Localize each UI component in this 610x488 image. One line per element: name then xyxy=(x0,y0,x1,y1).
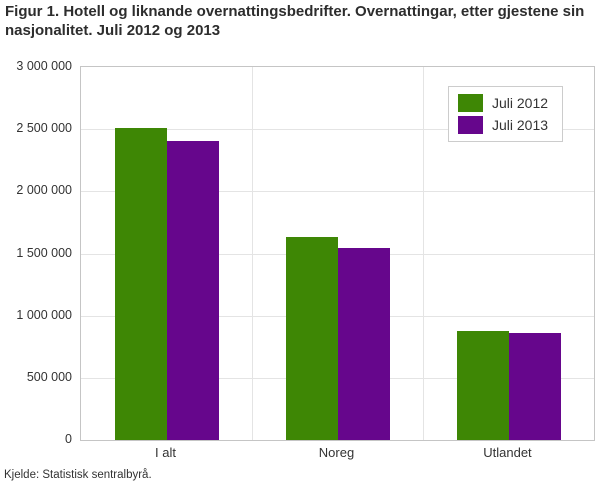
legend-swatch-juli-2012 xyxy=(458,94,483,112)
x-category-label: I alt xyxy=(155,445,176,460)
bar-group-noreg xyxy=(252,67,423,440)
y-tick-label: 2 500 000 xyxy=(16,121,72,136)
gridline-horizontal xyxy=(81,191,594,193)
bar-group-i-alt xyxy=(81,67,252,440)
legend-label: Juli 2012 xyxy=(492,95,549,111)
bar-group-utlandet xyxy=(423,67,594,440)
x-category-label: Noreg xyxy=(318,445,355,460)
x-axis-labels: I alt Noreg Utlandet xyxy=(80,445,593,460)
source-note: Kjelde: Statistisk sentralbyrå. xyxy=(4,469,152,481)
y-tick-label: 3 000 000 xyxy=(16,59,72,73)
gridline-vertical xyxy=(252,67,253,440)
bar-juli-2013-noreg xyxy=(337,247,390,440)
gridline-horizontal xyxy=(81,129,594,131)
y-tick-label: 500 000 xyxy=(26,369,72,384)
y-axis-labels: 0 500 000 1 000 000 1 500 000 2 000 000 2 500… xyxy=(0,59,72,446)
y-tick-label: 1 000 000 xyxy=(16,307,72,322)
y-tick-label: 2 000 000 xyxy=(16,183,72,198)
bar-juli-2013-utlandet xyxy=(508,333,561,440)
chart-title: Figur 1. Hotell og liknande overnattings… xyxy=(5,3,585,39)
legend-item: Juli 2013 xyxy=(458,116,548,134)
gridline-vertical xyxy=(423,67,424,440)
legend-label: Juli 2013 xyxy=(492,117,549,133)
bar-juli-2013-i-alt xyxy=(166,140,219,440)
bar-juli-2012-utlandet xyxy=(456,330,509,440)
legend-item: Juli 2012 xyxy=(458,94,548,112)
y-tick-label: 0 xyxy=(65,432,72,446)
x-category-label: Utlandet xyxy=(483,445,532,460)
y-tick-label: 1 500 000 xyxy=(16,245,72,260)
legend: Juli 2012 Juli 2013 xyxy=(448,86,564,142)
bar-juli-2012-i-alt xyxy=(114,127,167,440)
legend-swatch-juli-2013 xyxy=(458,116,483,134)
bar-juli-2012-noreg xyxy=(285,237,338,440)
